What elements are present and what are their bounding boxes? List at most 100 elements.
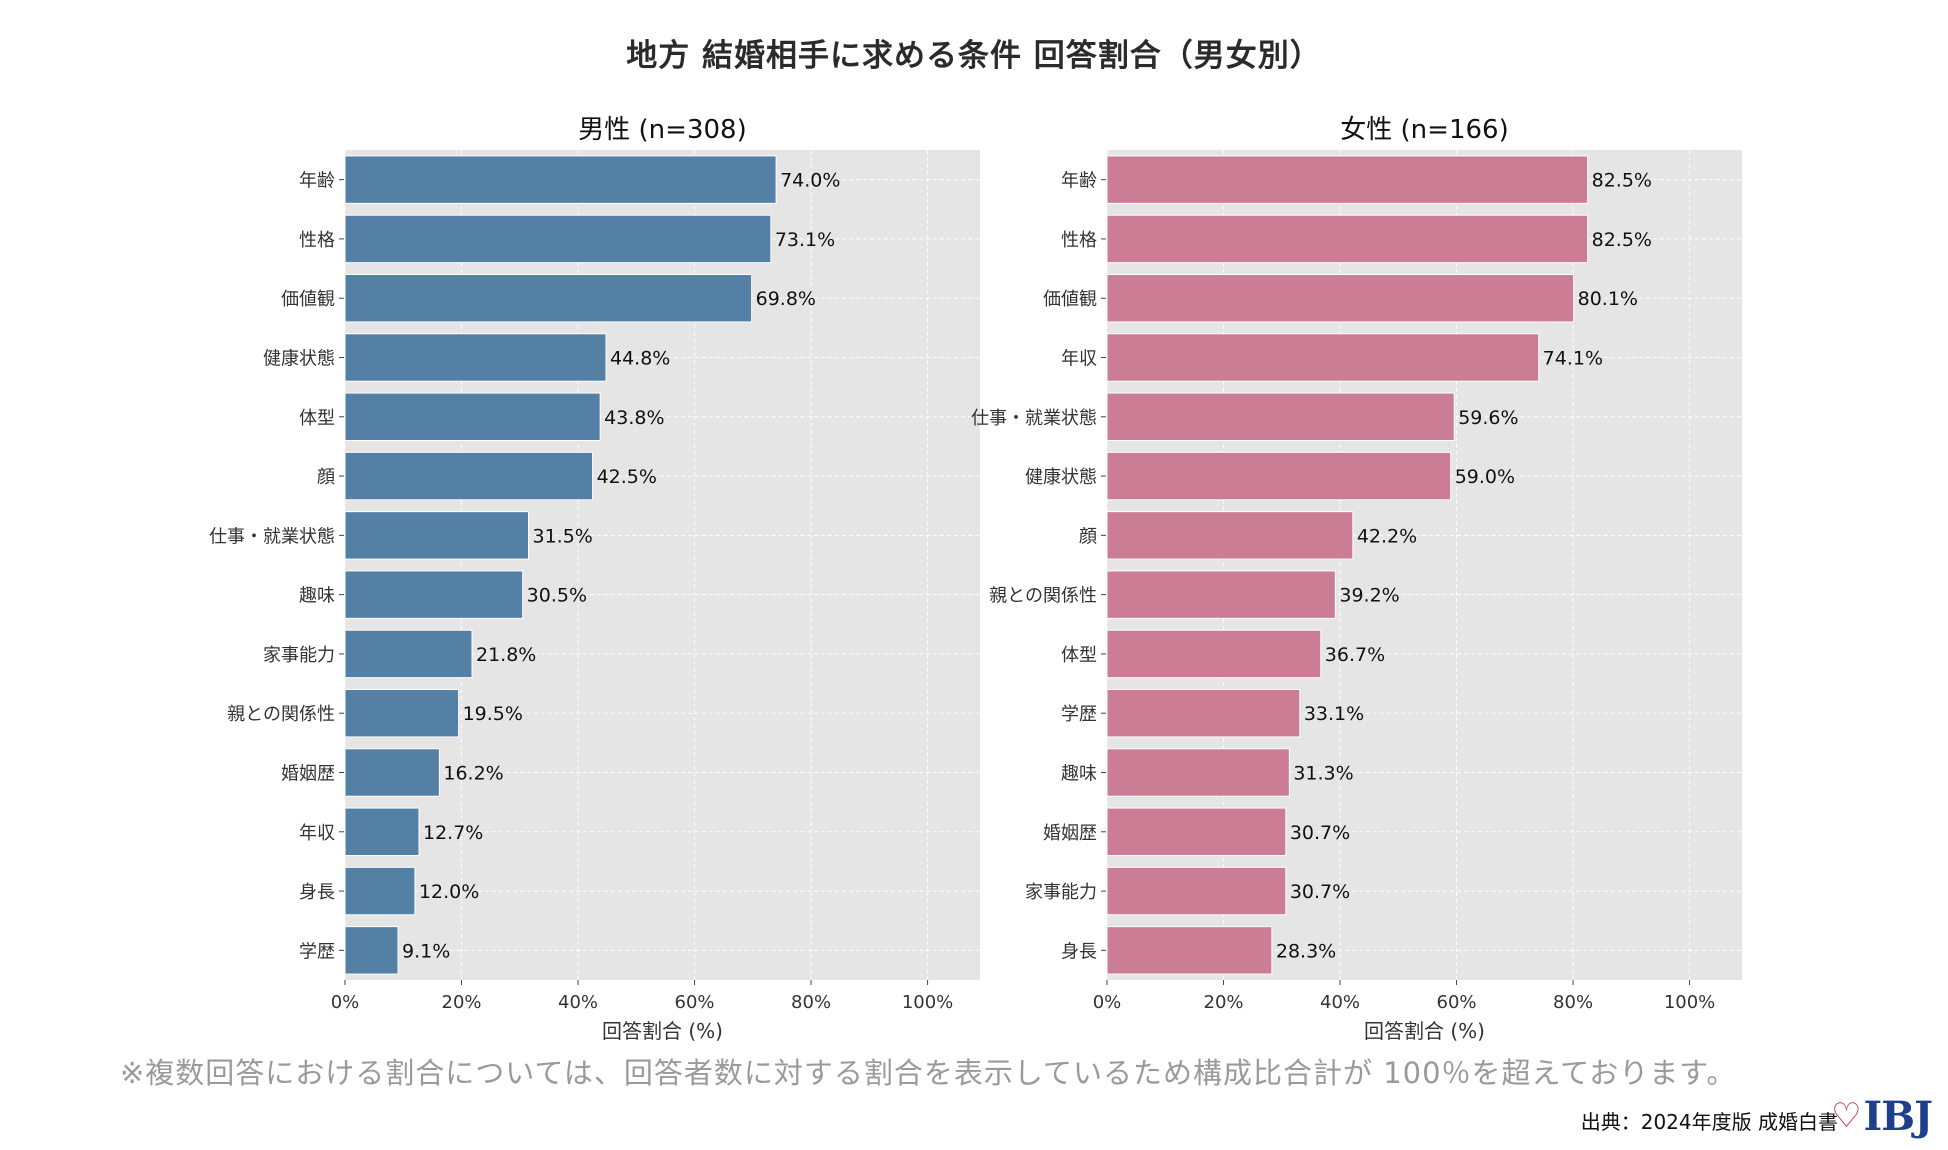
bar [1106, 451, 1452, 501]
panel-title: 女性 (n=166) [1340, 115, 1508, 145]
ibj-logo: ♡ IBJ [1831, 1092, 1933, 1140]
x-tick-label: 60% [1437, 992, 1477, 1013]
bar [1106, 629, 1322, 679]
category-label: 仕事・就業状態 [209, 526, 335, 547]
bar [344, 333, 607, 382]
bar [1106, 274, 1575, 323]
data-label: 30.5% [527, 585, 587, 607]
data-label: 33.1% [1304, 703, 1364, 725]
bar [1106, 748, 1290, 797]
category-label: 顔 [1079, 526, 1097, 547]
x-tick-label: 0% [1093, 992, 1122, 1013]
data-label: 44.8% [610, 348, 670, 370]
category-label: 年齢 [299, 171, 335, 192]
bar [1106, 214, 1589, 264]
category-label: 年収 [299, 823, 335, 844]
data-label: 12.0% [419, 881, 479, 903]
category-label: 親との関係性 [989, 586, 1097, 607]
category-label: 身長 [1061, 941, 1097, 962]
bar [344, 807, 420, 856]
x-tick-label: 60% [675, 992, 715, 1013]
bar [344, 570, 524, 619]
bar [1106, 333, 1540, 382]
bar [1106, 155, 1589, 204]
bar [344, 866, 416, 916]
x-axis-label: 回答割合 (%) [602, 1019, 723, 1043]
category-label: 家事能力 [1025, 882, 1097, 903]
bar [1106, 926, 1273, 975]
category-label: 趣味 [299, 586, 335, 607]
data-label: 59.6% [1458, 407, 1518, 429]
data-label: 31.5% [533, 525, 593, 547]
data-label: 42.2% [1357, 525, 1417, 547]
bar [344, 155, 777, 204]
data-label: 74.1% [1543, 348, 1603, 370]
bar [1106, 392, 1455, 442]
data-label: 42.5% [597, 466, 657, 488]
category-label: 家事能力 [263, 645, 335, 666]
data-label: 69.8% [756, 288, 816, 310]
bar [344, 392, 601, 442]
bar [344, 274, 753, 323]
source-credit: 出典：2024年度版 成婚白書 [1580, 1110, 1838, 1134]
x-tick-label: 100% [1664, 992, 1715, 1013]
category-label: 身長 [299, 882, 335, 903]
bar [344, 451, 594, 501]
category-label: 仕事・就業状態 [971, 408, 1097, 429]
bar [1106, 511, 1354, 560]
category-label: 価値観 [1043, 289, 1097, 310]
data-label: 73.1% [775, 229, 835, 251]
data-label: 9.1% [402, 940, 450, 962]
x-axis-label: 回答割合 (%) [1364, 1019, 1485, 1043]
x-tick-label: 80% [791, 992, 831, 1013]
category-label: 性格 [299, 230, 335, 251]
category-label: 性格 [1061, 230, 1097, 251]
category-label: 婚姻歴 [281, 764, 335, 785]
category-label: 婚姻歴 [1043, 823, 1097, 844]
data-label: 31.3% [1293, 763, 1353, 785]
panel-title: 男性 (n=308) [578, 115, 746, 145]
bar [344, 214, 772, 264]
bar [344, 629, 473, 679]
category-label: 親との関係性 [227, 704, 335, 725]
category-label: 趣味 [1061, 764, 1097, 785]
data-label: 19.5% [463, 703, 523, 725]
x-tick-label: 20% [1204, 992, 1244, 1013]
x-tick-label: 0% [331, 992, 360, 1013]
x-tick-label: 40% [558, 992, 598, 1013]
logo-text: IBJ [1863, 1092, 1933, 1140]
bar [1106, 570, 1336, 619]
data-label: 12.7% [423, 822, 483, 844]
data-label: 30.7% [1290, 881, 1350, 903]
data-label: 43.8% [604, 407, 664, 429]
footnote: ※複数回答における割合については、回答者数に対する割合を表示しているため構成比合… [120, 1056, 1737, 1090]
bar [344, 511, 530, 560]
x-tick-label: 100% [902, 992, 953, 1013]
bar [344, 926, 399, 975]
category-label: 学歴 [1061, 704, 1097, 725]
category-label: 年収 [1061, 349, 1097, 370]
page-title: 地方 結婚相手に求める条件 回答割合（男女別） [626, 38, 1322, 74]
data-label: 82.5% [1592, 229, 1652, 251]
category-label: 学歴 [299, 941, 335, 962]
category-label: 健康状態 [1025, 467, 1097, 488]
data-label: 82.5% [1592, 170, 1652, 192]
data-label: 21.8% [476, 644, 536, 666]
x-tick-label: 80% [1553, 992, 1593, 1013]
data-label: 36.7% [1325, 644, 1385, 666]
male-bar-chart: 74.0% 年齢 73.1% 性格 69.8% 価値観 44.8% 健康状態 43.8% 体型 42… [209, 115, 980, 1043]
heart-icon: ♡ [1831, 1096, 1862, 1136]
x-tick-label: 20% [442, 992, 482, 1013]
category-label: 価値観 [281, 289, 335, 310]
data-label: 80.1% [1578, 288, 1638, 310]
bar [1106, 689, 1301, 738]
category-label: 年齢 [1061, 171, 1097, 192]
data-label: 59.0% [1455, 466, 1515, 488]
category-label: 顔 [317, 467, 335, 488]
female-bar-chart: 82.5% 年齢 82.5% 性格 80.1% 価値観 74.1% 年収 59.6% 仕事・就業状… [971, 115, 1742, 1043]
category-label: 体型 [1061, 645, 1097, 666]
data-label: 74.0% [780, 170, 840, 192]
data-label: 30.7% [1290, 822, 1350, 844]
data-label: 16.2% [443, 763, 503, 785]
data-label: 39.2% [1339, 585, 1399, 607]
